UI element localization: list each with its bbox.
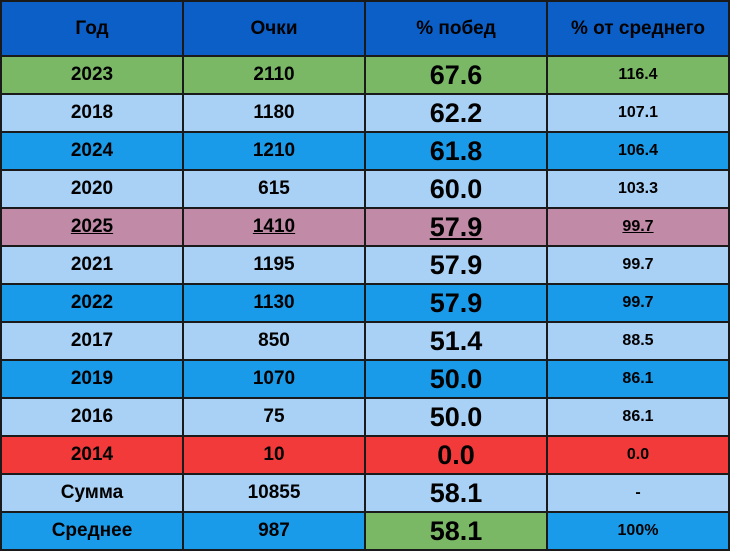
table-cell: 99.7 — [546, 245, 730, 285]
table-cell: 50.0 — [364, 359, 548, 399]
header-cell: % от среднего — [546, 0, 730, 57]
table-cell: 57.9 — [364, 245, 548, 285]
table-row: 2022 1130 57.9 99.7 — [0, 283, 730, 323]
table-cell: 2021 — [0, 245, 184, 285]
table-cell: 2023 — [0, 55, 184, 95]
table-cell: 2025 — [0, 207, 184, 247]
table-row: 2016 75 50.0 86.1 — [0, 397, 730, 437]
header-cell: % побед — [364, 0, 548, 57]
table-row: 2018 1180 62.2 107.1 — [0, 93, 730, 133]
table-cell: 2018 — [0, 93, 184, 133]
table-row: Среднее 987 58.1 100% — [0, 511, 730, 551]
table-cell: 2019 — [0, 359, 184, 399]
table-row: Сумма 10855 58.1- — [0, 473, 730, 513]
table-row: 2019 1070 50.0 86.1 — [0, 359, 730, 399]
table-cell: 88.5 — [546, 321, 730, 361]
table-cell: 615 — [182, 169, 366, 209]
header-row: Год Очки% побед% от среднего — [0, 0, 730, 57]
table-cell: 1070 — [182, 359, 366, 399]
table-row: 2021 1195 57.9 99.7 — [0, 245, 730, 285]
table-cell: 86.1 — [546, 359, 730, 399]
table-cell: 100% — [546, 511, 730, 551]
table-cell: 58.1 — [364, 473, 548, 513]
table-cell: 1180 — [182, 93, 366, 133]
table-cell: 107.1 — [546, 93, 730, 133]
table-cell: 67.6 — [364, 55, 548, 95]
table-cell: 62.2 — [364, 93, 548, 133]
table-cell: 0.0 — [364, 435, 548, 475]
table-cell: 1195 — [182, 245, 366, 285]
table-cell: 1410 — [182, 207, 366, 247]
table-row: 2020 615 60.0 103.3 — [0, 169, 730, 209]
table-cell: 2014 — [0, 435, 184, 475]
table-cell: Среднее — [0, 511, 184, 551]
table-cell: 1130 — [182, 283, 366, 323]
table-cell: 1210 — [182, 131, 366, 171]
table-row: 2024 1210 61.8 106.4 — [0, 131, 730, 171]
table-cell: 99.7 — [546, 207, 730, 247]
table-cell: 850 — [182, 321, 366, 361]
table-cell: 987 — [182, 511, 366, 551]
table-row: 2014 10 0.0 0.0 — [0, 435, 730, 475]
table-cell: 86.1 — [546, 397, 730, 437]
table-cell: 99.7 — [546, 283, 730, 323]
table-cell: 2016 — [0, 397, 184, 437]
table-cell: 51.4 — [364, 321, 548, 361]
table-cell: 106.4 — [546, 131, 730, 171]
table-cell: - — [546, 473, 730, 513]
table-cell: 2020 — [0, 169, 184, 209]
table-cell: 75 — [182, 397, 366, 437]
table-cell: 2017 — [0, 321, 184, 361]
table-cell: 2110 — [182, 55, 366, 95]
table-cell: 57.9 — [364, 283, 548, 323]
table-cell: 103.3 — [546, 169, 730, 209]
table-cell: 58.1 — [364, 511, 548, 551]
table-row: 2023 2110 67.6 116.4 — [0, 55, 730, 95]
table-cell: 2024 — [0, 131, 184, 171]
table-row: 2017 850 51.4 88.5 — [0, 321, 730, 361]
table-row: 2025 1410 57.9 99.7 — [0, 207, 730, 247]
table-cell: 116.4 — [546, 55, 730, 95]
table-cell: 57.9 — [364, 207, 548, 247]
header-cell: Год — [0, 0, 184, 57]
table-cell: 60.0 — [364, 169, 548, 209]
table-cell: Сумма — [0, 473, 184, 513]
table-cell: 50.0 — [364, 397, 548, 437]
table-cell: 61.8 — [364, 131, 548, 171]
table-cell: 10855 — [182, 473, 366, 513]
header-cell: Очки — [182, 0, 366, 57]
table-cell: 10 — [182, 435, 366, 475]
table-cell: 0.0 — [546, 435, 730, 475]
table-cell: 2022 — [0, 283, 184, 323]
